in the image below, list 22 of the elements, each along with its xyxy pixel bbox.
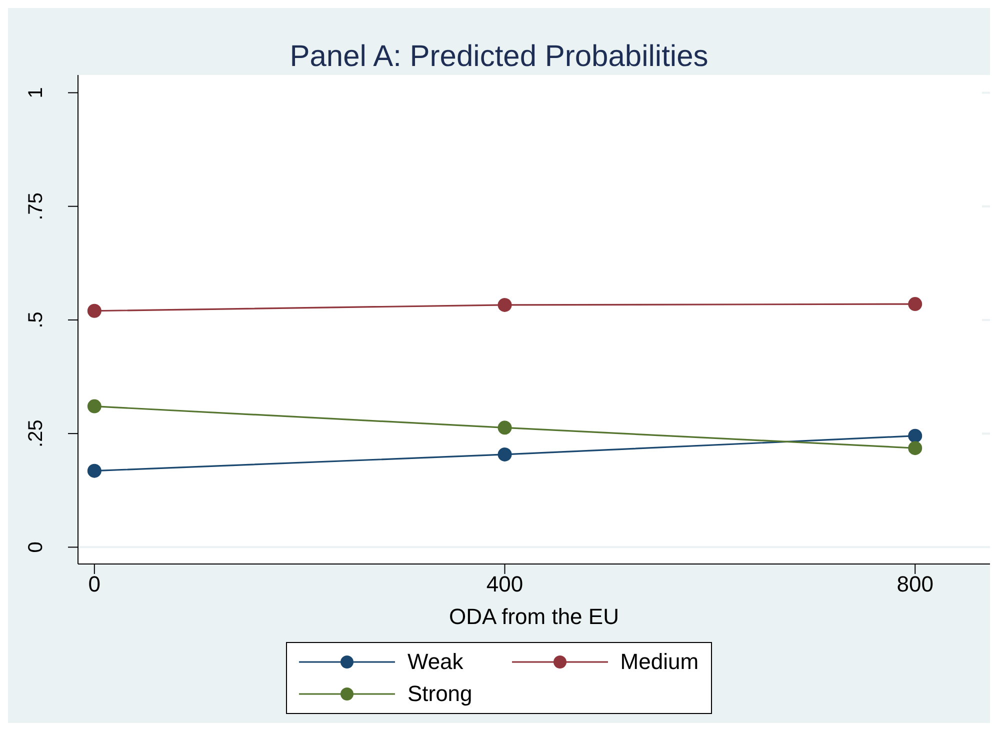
point bbox=[498, 420, 512, 435]
y-tick-label: .75 bbox=[25, 192, 47, 220]
point bbox=[87, 399, 102, 414]
legend-label: Strong bbox=[407, 681, 472, 707]
x-tick-label: 800 bbox=[896, 572, 934, 597]
y-tick-label: .25 bbox=[25, 420, 47, 448]
point bbox=[498, 447, 512, 462]
legend-label: Weak bbox=[407, 649, 464, 675]
chart-title: Panel A: Predicted Probabilities bbox=[288, 39, 710, 74]
point bbox=[498, 298, 512, 312]
point bbox=[908, 441, 922, 456]
legend-label: Medium bbox=[620, 649, 699, 675]
y-tick-label: 0 bbox=[25, 542, 47, 553]
x-axis-title: ODA from the EU bbox=[449, 604, 619, 629]
point bbox=[87, 464, 102, 478]
point bbox=[87, 304, 102, 318]
point bbox=[908, 428, 922, 443]
x-tick-label: 400 bbox=[486, 572, 524, 597]
x-tick-label: 0 bbox=[88, 572, 101, 597]
point bbox=[908, 297, 922, 312]
y-tick-label: 1 bbox=[25, 87, 47, 98]
y-tick-label: .5 bbox=[25, 312, 47, 328]
